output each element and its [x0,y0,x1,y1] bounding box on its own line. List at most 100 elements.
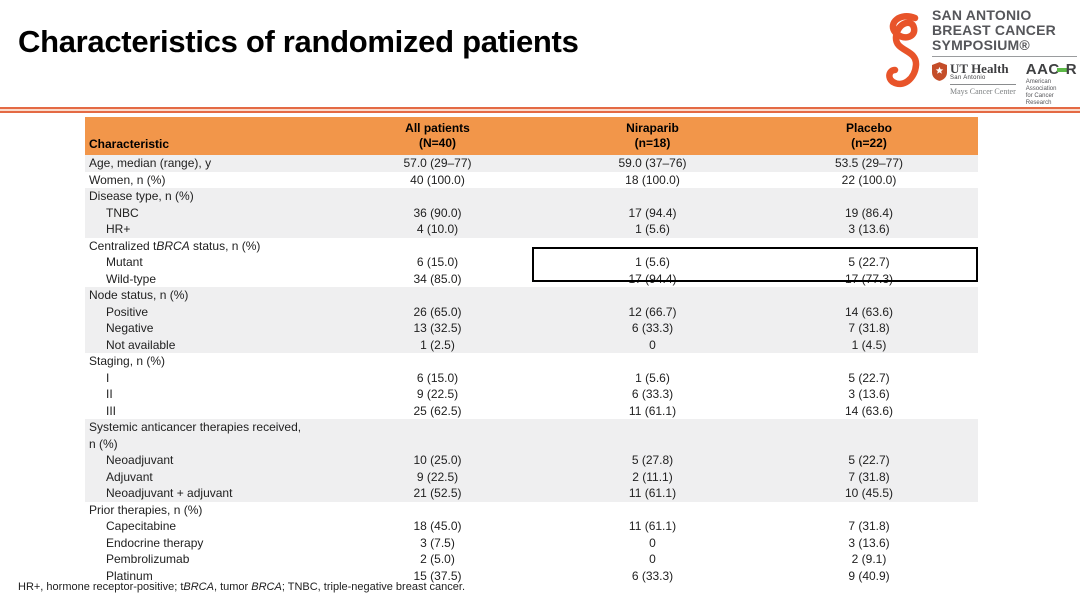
cell-value [545,419,760,452]
col-header-all-patients: All patients (N=40) [330,117,545,155]
cell-value: 3 (13.6) [760,221,978,238]
sabcs-line-1: SAN ANTONIO [932,7,1032,23]
aacr-subtitle: American Association for Cancer Research [1026,79,1077,107]
cell-value: 18 (100.0) [545,171,760,188]
cell-value [545,188,760,205]
cell-value: 1 (5.6) [545,221,760,238]
row-label: Systemic anticancer therapies received, … [85,419,330,452]
table-row: Capecitabine 18 (45.0) 11 (61.1) 7 (31.8) [85,518,978,535]
row-label: Negative [85,320,330,337]
cell-value [330,188,545,205]
cell-value: 1 (4.5) [760,336,978,353]
cell-value: 2 (5.0) [330,551,545,568]
table-body: Age, median (range), y 57.0 (29–77) 59.0 (… [85,155,978,584]
cell-value: 11 (61.1) [545,518,760,535]
col-header-label: Niraparib [626,121,679,135]
aacr-acronym-left: AAC [1025,61,1060,78]
aacr-logo: AAC R American Association for Cancer Re… [1026,62,1077,107]
row-label: Staging, n (%) [85,353,330,370]
row-label: HR+ [85,221,330,238]
cell-value: 4 (10.0) [330,221,545,238]
row-label: III [85,402,330,419]
cell-value: 3 (13.6) [760,534,978,551]
cell-value: 3 (7.5) [330,534,545,551]
row-label: Capecitabine [85,518,330,535]
cell-value [330,501,545,518]
cell-value: 19 (86.4) [760,204,978,221]
sabcs-logo-text-block: SAN ANTONIO BREAST CANCER SYMPOSIUM® UT … [932,8,1078,107]
partner-logos: UT Health San Antonio Mays Cancer Center… [932,56,1078,107]
sabcs-line-3: SYMPOSIUM® [932,37,1030,53]
row-label: TNBC [85,204,330,221]
cell-value: 9 (22.5) [330,468,545,485]
cell-value: 2 (9.1) [760,551,978,568]
col-header-sublabel: (n=18) [634,136,671,150]
cell-value: 17 (94.4) [545,270,760,287]
cell-value: 15 (37.5) [330,567,545,584]
table-row: Disease type, n (%) [85,188,978,205]
row-label: II [85,386,330,403]
col-header-label: All patients [405,121,470,135]
table-row: HR+ 4 (10.0) 1 (5.6) 3 (13.6) [85,221,978,238]
cell-value [545,501,760,518]
cell-value: 6 (15.0) [330,369,545,386]
table-row: Systemic anticancer therapies received, … [85,419,978,452]
col-header-sublabel: (N=40) [418,136,456,150]
slide-title: Characteristics of randomized patients [18,24,579,59]
ut-health-name: UT Health [950,61,1009,76]
table-header-row: Characteristic All patients (N=40) Nirap… [85,117,978,155]
table-row: Age, median (range), y 57.0 (29–77) 59.0 (… [85,155,978,172]
col-header-placebo: Placebo (n=22) [760,117,978,155]
cell-value: 6 (33.3) [545,567,760,584]
cell-value: 11 (61.1) [545,485,760,502]
sabcs-ribbon-icon [886,13,920,88]
cell-value: 57.0 (29–77) [330,155,545,172]
cell-value: 7 (31.8) [760,518,978,535]
mays-cancer-center-label: Mays Cancer Center [950,84,1016,96]
cell-value [760,419,978,452]
row-label: Node status, n (%) [85,287,330,304]
characteristics-table: Characteristic All patients (N=40) Nirap… [85,117,978,584]
cell-value: 11 (61.1) [545,402,760,419]
cell-value: 1 (5.6) [545,369,760,386]
cell-value [330,237,545,254]
aacr-subtitle-line-1: American Association [1025,79,1057,92]
cell-value: 5 (22.7) [760,452,978,469]
sabcs-wordmark: SAN ANTONIO BREAST CANCER SYMPOSIUM® [932,8,1077,53]
col-header-label: Placebo [845,121,893,135]
row-label: Not available [85,336,330,353]
cell-value: 12 (66.7) [545,303,760,320]
cell-value: 53.5 (29–77) [760,155,978,172]
sabcs-line-2: BREAST CANCER [932,22,1056,38]
table-row: Platinum 15 (37.5) 6 (33.3) 9 (40.9) [85,567,978,584]
cell-value: 40 (100.0) [330,171,545,188]
cell-value: 17 (77.3) [760,270,978,287]
cell-value: 14 (63.6) [760,402,978,419]
cell-value [545,353,760,370]
cell-value: 13 (32.5) [330,320,545,337]
cell-value: 34 (85.0) [330,270,545,287]
sabcs-logo: SAN ANTONIO BREAST CANCER SYMPOSIUM® UT … [884,8,1078,107]
table-container: Characteristic All patients (N=40) Nirap… [85,117,978,584]
ut-health-text: UT Health San Antonio Mays Cancer Center [950,62,1016,96]
table-row: Staging, n (%) [85,353,978,370]
col-header-sublabel: (n=22) [851,136,887,150]
col-header-characteristic: Characteristic [85,117,330,155]
cell-value: 7 (31.8) [760,468,978,485]
table-row: Women, n (%) 40 (100.0) 18 (100.0) 22 (100.… [85,171,978,188]
row-label: Wild-type [85,270,330,287]
row-label: Age, median (range), y [85,155,330,172]
cell-value [545,237,760,254]
row-label: Adjuvant [85,468,330,485]
cell-value: 2 (11.1) [545,468,760,485]
ut-health-location: San Antonio [950,75,986,81]
table-row: Neoadjuvant 10 (25.0) 5 (27.8) 5 (22.7) [85,452,978,469]
cell-value: 6 (15.0) [330,254,545,271]
divider-line [0,107,1080,113]
cell-value [760,501,978,518]
cell-value [760,353,978,370]
row-label: Positive [85,303,330,320]
table-row: Neoadjuvant + adjuvant 21 (52.5) 11 (61.1)… [85,485,978,502]
cell-value: 5 (27.8) [545,452,760,469]
